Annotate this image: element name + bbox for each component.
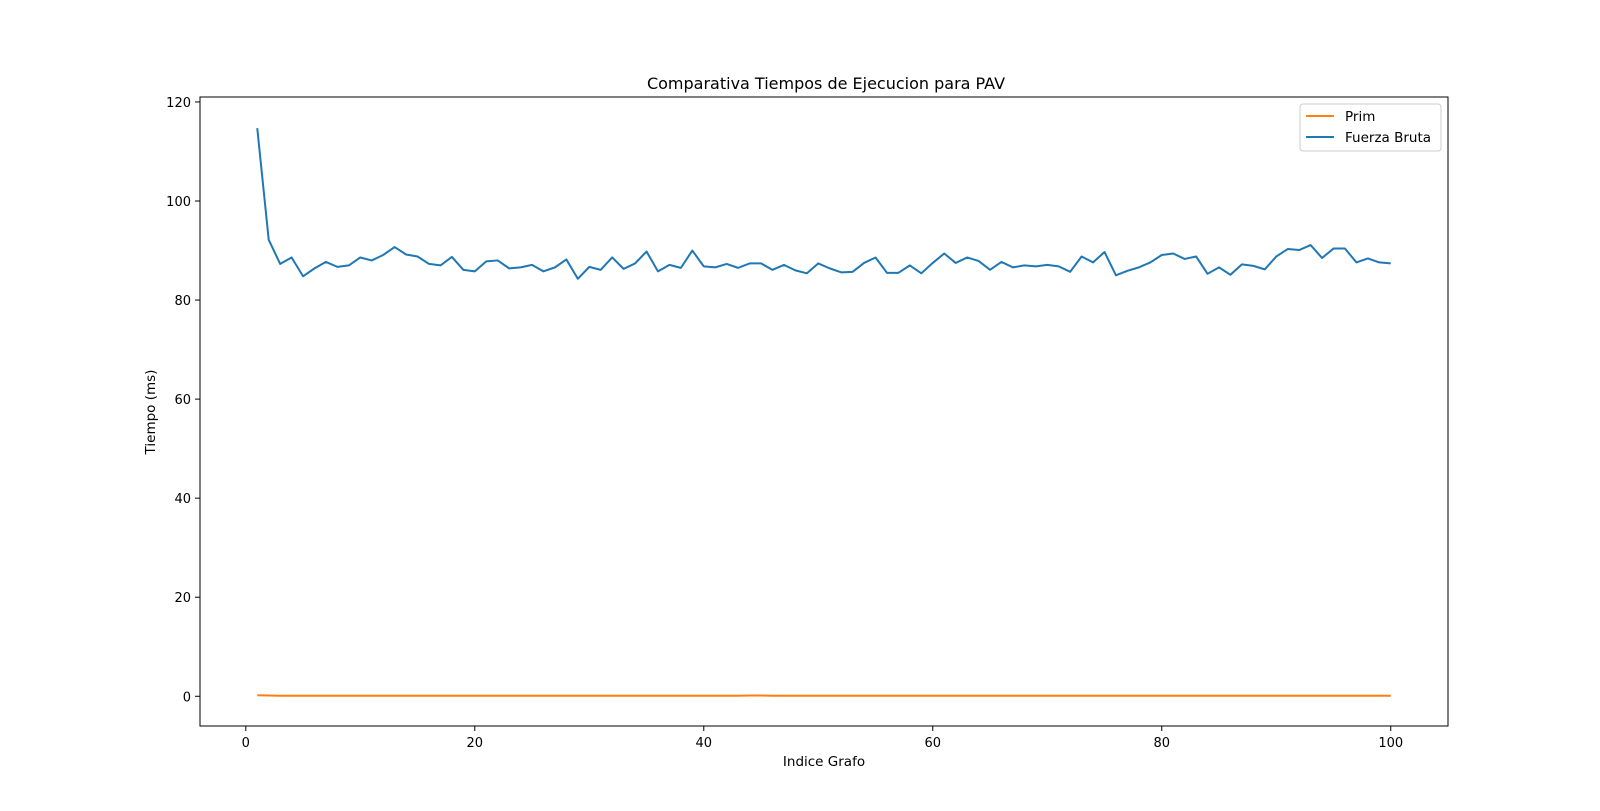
y-axis-label: Tiempo (ms)	[143, 370, 159, 456]
y-axis: 0 20 40 60 80 100 120	[166, 96, 200, 705]
y-tick-label: 20	[174, 591, 191, 606]
legend-label-prim: Prim	[1345, 109, 1375, 125]
y-tick-label: 80	[174, 294, 191, 309]
axes-frame	[199, 96, 1449, 727]
x-tick-label: 40	[696, 736, 713, 751]
x-tick-label: 0	[242, 736, 250, 751]
y-tick-label: 120	[166, 96, 191, 111]
y-tick-label: 0	[183, 690, 191, 705]
x-axis: 0 20 40 60 80 100	[242, 726, 1403, 751]
y-tick-label: 100	[166, 195, 191, 210]
legend-box	[1299, 103, 1442, 152]
x-tick-label: 60	[924, 736, 941, 751]
x-tick-label: 80	[1153, 736, 1170, 751]
series-line-prim	[257, 694, 1391, 697]
series-line-fuerza-bruta	[256, 128, 1391, 280]
chart-title: Comparativa Tiempos de Ejecucion para PA…	[647, 74, 1005, 93]
x-tick-label: 20	[467, 736, 484, 751]
series-layer	[256, 128, 1391, 697]
legend-label-fuerza-bruta: Fuerza Bruta	[1345, 130, 1431, 146]
y-tick-label: 60	[174, 393, 191, 408]
legend: Prim Fuerza Bruta	[1299, 103, 1442, 152]
y-tick-label: 40	[174, 492, 191, 507]
x-axis-label: Indice Grafo	[783, 754, 865, 770]
x-tick-label: 100	[1378, 736, 1403, 751]
plot-area	[199, 96, 1449, 727]
